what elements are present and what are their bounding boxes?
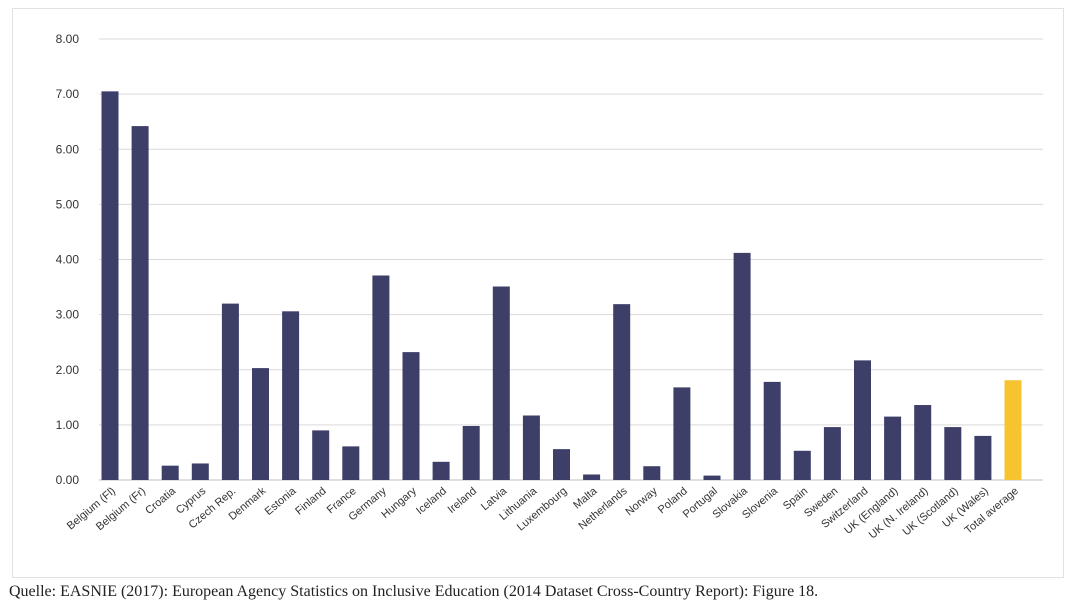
source-caption: Quelle: EASNIE (2017): European Agency S…	[9, 583, 819, 600]
bar	[854, 360, 871, 480]
bar	[492, 286, 510, 480]
bar	[252, 368, 269, 480]
bar	[944, 427, 962, 480]
y-tick-label: 5.00	[56, 197, 80, 211]
y-axis-ticks: 0.00 1.00 2.00 3.00 4.00 5.00 6.00 7.00 8.00	[56, 32, 80, 487]
y-tick-label: 0.00	[56, 473, 80, 487]
bar	[914, 405, 932, 480]
gridlines	[99, 38, 1043, 481]
bar	[884, 416, 902, 480]
bar	[673, 387, 691, 480]
bar	[342, 446, 360, 480]
bar	[613, 304, 631, 480]
bar	[733, 252, 751, 480]
bar	[1004, 380, 1022, 480]
bar	[372, 275, 390, 480]
y-tick-label: 1.00	[56, 418, 80, 432]
bar	[312, 430, 330, 480]
bar	[553, 449, 570, 480]
y-tick-label: 6.00	[56, 142, 80, 156]
y-tick-label: 7.00	[56, 87, 80, 101]
bar	[402, 352, 420, 480]
bar	[793, 450, 811, 480]
bar	[643, 466, 661, 480]
x-tick-label: Croatia	[143, 485, 179, 518]
bar	[763, 381, 781, 480]
x-tick-label: Finland	[293, 485, 328, 517]
category-labels: Belgium (Fl)Belgium (Fr)CroatiaCyprusCze…	[65, 485, 1021, 542]
bar	[161, 465, 179, 480]
bar	[703, 475, 721, 480]
bar	[131, 126, 149, 480]
bar	[823, 427, 841, 480]
x-tick-label: Iceland	[414, 485, 449, 517]
y-tick-label: 2.00	[56, 363, 80, 377]
bar	[522, 415, 540, 480]
bars	[101, 91, 1022, 481]
bar	[583, 474, 601, 480]
x-tick-label: Estonia	[263, 485, 299, 518]
x-tick-label: Ireland	[446, 485, 479, 516]
bar-chart: 0.00 1.00 2.00 3.00 4.00 5.00 6.00 7.00 8.00 Bel…	[56, 32, 1043, 542]
bar	[432, 461, 450, 480]
chart-frame: 0.00 1.00 2.00 3.00 4.00 5.00 6.00 7.00 8.00 Bel…	[12, 8, 1064, 578]
bar	[974, 435, 992, 480]
x-tick-label: Norway	[623, 485, 660, 518]
y-tick-label: 3.00	[56, 308, 80, 322]
bar	[191, 463, 209, 480]
x-tick-label: Total average	[963, 485, 1021, 537]
bar	[462, 425, 480, 480]
y-tick-label: 4.00	[56, 253, 80, 267]
y-tick-label: 8.00	[56, 32, 80, 46]
bar	[101, 91, 119, 481]
bar	[221, 303, 239, 480]
bar	[282, 311, 300, 480]
